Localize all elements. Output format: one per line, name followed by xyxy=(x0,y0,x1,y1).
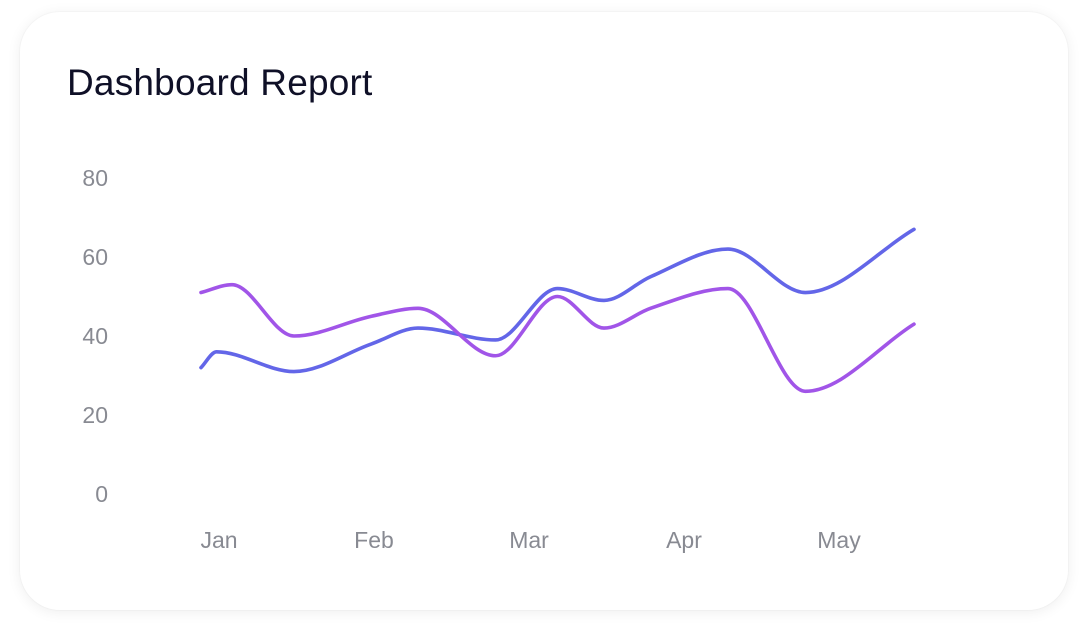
x-tick-label: Feb xyxy=(354,527,394,553)
y-tick-label: 60 xyxy=(82,244,108,270)
y-axis-ticks: 0 20 40 60 80 xyxy=(82,165,108,507)
x-tick-label: Apr xyxy=(666,527,702,553)
x-tick-label: Jan xyxy=(200,527,237,553)
dashboard-report-card: Dashboard Report 0 20 40 60 80 Jan Feb Mar Apr M… xyxy=(20,12,1068,610)
series-line-2 xyxy=(199,282,916,394)
y-tick-label: 20 xyxy=(82,402,108,428)
x-tick-label: May xyxy=(817,527,861,553)
y-tick-label: 0 xyxy=(95,481,108,507)
line-chart: 0 20 40 60 80 Jan Feb Mar Apr May xyxy=(82,165,916,553)
card-title: Dashboard Report xyxy=(67,62,373,103)
y-tick-label: 80 xyxy=(82,165,108,191)
x-tick-label: Mar xyxy=(509,527,549,553)
series-layer xyxy=(199,227,916,394)
y-tick-label: 40 xyxy=(82,323,108,349)
series-line-1 xyxy=(199,227,916,374)
x-axis-ticks: Jan Feb Mar Apr May xyxy=(200,527,861,553)
